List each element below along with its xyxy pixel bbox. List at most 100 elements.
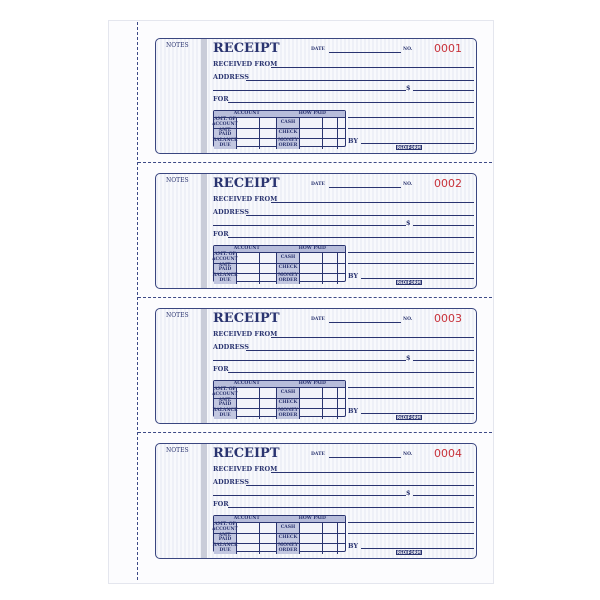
payment-table: ACCOUNT HOW PAID AMT. OF ACCOUNT CASH AMT.… bbox=[212, 380, 346, 419]
notes-label: NOTES bbox=[166, 447, 189, 454]
amt-of-account-label: AMT. OF ACCOUNT bbox=[212, 252, 238, 263]
balance-due-label: BALANCE DUE bbox=[212, 273, 238, 284]
note-line bbox=[348, 128, 474, 129]
notes-label: NOTES bbox=[166, 177, 189, 184]
account-header: ACCOUNT bbox=[233, 246, 260, 251]
no-label: NO. bbox=[403, 452, 413, 457]
receipt-number: 0003 bbox=[434, 312, 462, 325]
brand-logo: REDIFORM bbox=[396, 415, 422, 420]
receipt-number: 0001 bbox=[434, 42, 462, 55]
how-paid-header: HOW PAID bbox=[298, 246, 326, 251]
date-label: DATE bbox=[311, 47, 325, 52]
check-label: CHECK bbox=[277, 398, 300, 409]
money-order-label: MONEY ORDER bbox=[277, 139, 300, 149]
by-label: BY bbox=[348, 272, 359, 280]
by-line bbox=[361, 278, 474, 279]
money-order-label: MONEY ORDER bbox=[277, 409, 300, 419]
for-line bbox=[228, 237, 474, 238]
for-label: FOR bbox=[213, 500, 229, 508]
amount-text-line bbox=[213, 225, 406, 226]
address-label: ADDRESS bbox=[213, 208, 249, 216]
account-header: ACCOUNT bbox=[233, 516, 260, 521]
dollar-sign: $ bbox=[406, 219, 411, 227]
note-line bbox=[348, 387, 474, 388]
date-line bbox=[329, 322, 401, 323]
receipt-title: RECEIPT bbox=[213, 176, 280, 191]
dollar-sign: $ bbox=[406, 84, 411, 92]
dollar-sign: $ bbox=[406, 489, 411, 497]
balance-due-label: BALANCE DUE bbox=[212, 408, 238, 419]
for-label: FOR bbox=[213, 230, 229, 238]
address-label: ADDRESS bbox=[213, 478, 249, 486]
notes-column: NOTES bbox=[156, 444, 200, 558]
amt-of-account-label: AMT. OF ACCOUNT bbox=[212, 387, 238, 398]
date-label: DATE bbox=[311, 317, 325, 322]
by-line bbox=[361, 413, 474, 414]
payment-table: ACCOUNT HOW PAID AMT. OF ACCOUNT CASH AMT.… bbox=[212, 515, 346, 554]
by-label: BY bbox=[348, 542, 359, 550]
note-line bbox=[348, 533, 474, 534]
money-order-label: MONEY ORDER bbox=[277, 274, 300, 284]
address-label: ADDRESS bbox=[213, 343, 249, 351]
payment-table: ACCOUNT HOW PAID AMT. OF ACCOUNT CASH AMT.… bbox=[212, 245, 346, 284]
received-from-label: RECEIVED FROM bbox=[213, 465, 278, 473]
check-label: CHECK bbox=[277, 128, 300, 139]
by-label: BY bbox=[348, 407, 359, 415]
date-line bbox=[329, 52, 401, 53]
date-line bbox=[329, 187, 401, 188]
perforation-horizontal bbox=[138, 297, 492, 298]
received-from-line bbox=[271, 202, 474, 203]
divider-bar bbox=[201, 174, 207, 288]
amount-line bbox=[413, 360, 474, 361]
date-label: DATE bbox=[311, 452, 325, 457]
perforation-horizontal bbox=[138, 162, 492, 163]
divider-bar bbox=[201, 444, 207, 558]
how-paid-header: HOW PAID bbox=[298, 381, 326, 386]
notes-label: NOTES bbox=[166, 312, 189, 319]
notes-label: NOTES bbox=[166, 42, 189, 49]
check-label: CHECK bbox=[277, 533, 300, 544]
note-line bbox=[348, 263, 474, 264]
for-line bbox=[228, 507, 474, 508]
address-line bbox=[246, 350, 474, 351]
received-from-line bbox=[271, 337, 474, 338]
for-line bbox=[228, 102, 474, 103]
dollar-sign: $ bbox=[406, 354, 411, 362]
note-line bbox=[348, 522, 474, 523]
how-paid-header: HOW PAID bbox=[298, 516, 326, 521]
divider-bar bbox=[201, 39, 207, 153]
received-from-label: RECEIVED FROM bbox=[213, 195, 278, 203]
for-label: FOR bbox=[213, 95, 229, 103]
amount-line bbox=[413, 90, 474, 91]
amount-text-line bbox=[213, 90, 406, 91]
note-line bbox=[348, 252, 474, 253]
amount-text-line bbox=[213, 360, 406, 361]
amount-line bbox=[413, 225, 474, 226]
divider-bar bbox=[201, 309, 207, 423]
payment-table: ACCOUNT HOW PAID AMT. OF ACCOUNT CASH AMT.… bbox=[212, 110, 346, 149]
received-from-label: RECEIVED FROM bbox=[213, 330, 278, 338]
receipt-number: 0002 bbox=[434, 177, 462, 190]
amt-paid-label: AMT. PAID bbox=[214, 263, 237, 274]
amount-text-line bbox=[213, 495, 406, 496]
date-label: DATE bbox=[311, 182, 325, 187]
how-paid-header: HOW PAID bbox=[298, 111, 326, 116]
balance-due-label: BALANCE DUE bbox=[212, 543, 238, 554]
for-label: FOR bbox=[213, 365, 229, 373]
received-from-line bbox=[271, 472, 474, 473]
account-header: ACCOUNT bbox=[233, 381, 260, 386]
notes-column: NOTES bbox=[156, 174, 200, 288]
brand-logo: REDIFORM bbox=[396, 550, 422, 555]
account-header: ACCOUNT bbox=[233, 111, 260, 116]
for-line bbox=[228, 372, 474, 373]
notes-column: NOTES bbox=[156, 39, 200, 153]
balance-due-label: BALANCE DUE bbox=[212, 138, 238, 149]
receipt-form: NOTES RECEIPT DATE NO. 0004 RECEIVED FRO… bbox=[155, 443, 477, 559]
received-from-label: RECEIVED FROM bbox=[213, 60, 278, 68]
by-line bbox=[361, 548, 474, 549]
no-label: NO. bbox=[403, 317, 413, 322]
date-line bbox=[329, 457, 401, 458]
amt-paid-label: AMT. PAID bbox=[214, 128, 237, 139]
receipt-form: NOTES RECEIPT DATE NO. 0002 RECEIVED FRO… bbox=[155, 173, 477, 289]
note-line bbox=[348, 117, 474, 118]
